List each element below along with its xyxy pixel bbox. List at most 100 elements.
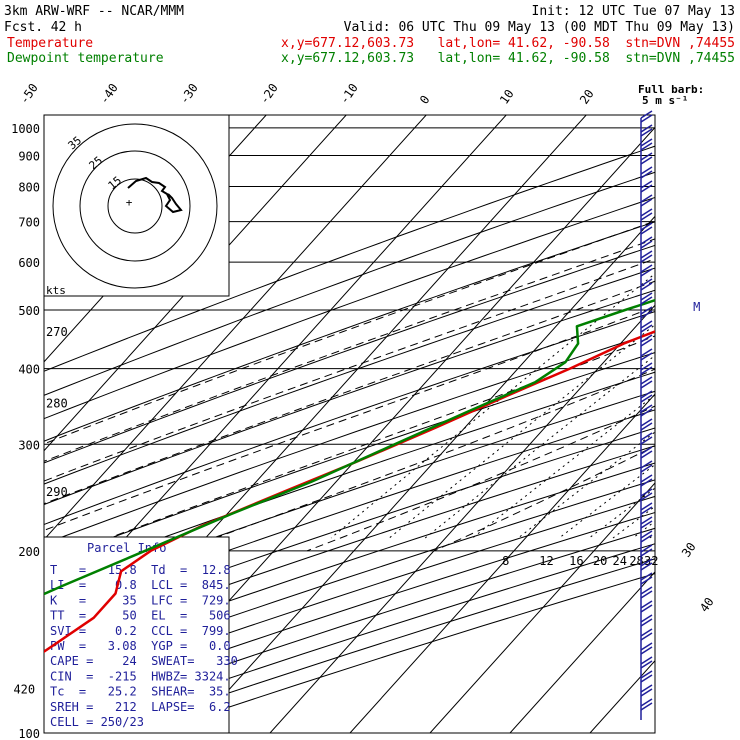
mixing-ratio-label: 24 [613,554,627,568]
dry-adiabat-line [44,371,655,582]
legend-temperature-info: x,y=677.12,603.73 lat,lon= 41.62, -90.58… [281,36,735,51]
mixing-ratio-line [472,394,655,539]
series-line-temperature [44,330,655,654]
level-marker: M [693,300,700,314]
wind-barb [640,138,653,147]
wind-barb [640,236,653,245]
wind-barb [640,628,653,637]
wind-barb [640,618,653,627]
wind-barb [640,614,653,623]
mixing-ratio-line [649,533,655,539]
parcel-info-box: Parcel Info T = 15.8 Td = 12.8LI = 0.8 L… [43,536,238,734]
wind-barb [640,534,653,543]
wind-barb [640,124,653,133]
wind-barb [640,152,653,161]
wind-barb [640,698,653,707]
mixing-ratio-label: 12 [539,554,553,568]
parcel-info-row: CIN = -215 HWBZ= 3324. [50,669,231,683]
wind-barb [640,586,653,595]
wind-barb [640,422,653,431]
moist-adiabat-line [433,445,655,552]
wind-barb [640,114,653,123]
mixing-ratio-line [665,115,740,538]
wind-barb [640,632,653,641]
parcel-info-row: PW = 3.08 YGP = 0.0 [50,639,231,653]
legend-dewpoint-info: x,y=677.12,603.73 lat,lon= 41.62, -90.58… [281,51,735,66]
wind-barb [640,240,653,249]
isotherm-label: -40 [97,81,121,107]
parcel-info-row: LI = 0.8 LCL = 845. [50,578,231,592]
dry-adiabat-line [44,331,655,545]
wind-barb [640,604,653,613]
isotherm-line [349,393,655,733]
wind-barbs [640,110,653,720]
wind-barb [640,404,653,413]
parcel-info-frame [43,536,230,734]
isotherm-line [429,482,655,733]
wind-barb [640,436,653,445]
mixing-ratio-line [388,324,655,539]
pressure-tick-label: 800 [18,180,40,194]
parcel-info-row: K = 35 LFC = 729. [50,593,231,607]
wind-barb [640,390,653,399]
wind-barb [640,562,653,571]
sounding-series [44,298,655,654]
mixing-ratio-label: 28 [629,554,643,568]
wind-barb [640,128,653,137]
dry-adiabat-line [44,427,655,634]
dry-adiabat-line [44,244,655,464]
wind-barb [640,488,653,497]
wind-barb [640,600,653,609]
pressure-tick-label: 300 [18,438,40,452]
isotherm-label: -50 [17,81,41,107]
dry-adiabat-line [44,390,655,600]
wind-barb [640,268,653,277]
wind-barb [640,688,653,697]
wind-barb [640,502,653,511]
mixing-ratio-line [330,273,655,539]
wind-barb [640,394,653,403]
wind-barb [640,180,653,189]
series-line-dewpoint-temperature [44,298,655,596]
wind-barb [640,572,653,581]
moist-adiabat-line [44,280,655,505]
wind-barb [640,226,653,235]
parcel-info-row: T = 15.8 Td = 12.8 [50,563,231,577]
wind-barb [640,450,653,459]
isotherm-line [44,115,507,630]
theta-label: 290 [46,485,68,499]
wind-barb [640,642,653,651]
parcel-info-row: CAPE = 24 SWEAT= 330 [50,654,238,668]
mixing-ratio-line [517,431,655,539]
valid-time: Valid: 06 UTC Thu 09 May 13 (00 MDT Thu … [344,20,735,35]
wind-barb [640,684,653,693]
isotherm-line [0,115,26,733]
wind-barb [640,264,653,273]
wind-barb [640,446,653,455]
moist-adiabat-line [179,368,655,552]
mixing-ratio-label: 8 [502,554,509,568]
parcel-info-rows: T = 15.8 Td = 12.8LI = 0.8 LCL = 845.K =… [50,563,238,729]
wind-barb [640,250,653,259]
isotherm-label: 40 [697,595,717,615]
mixing-ratio-label: 16 [569,554,583,568]
mixing-ratio-label: 32 [644,554,658,568]
wind-barb [640,198,653,207]
mixing-ratio-line [588,487,655,539]
isotherm-label: 30 [679,540,699,560]
wind-barb [640,366,653,375]
wind-barb [640,362,653,371]
wind-barb [640,408,653,417]
wind-barb [640,156,653,165]
wind-barb [640,142,653,151]
hodograph-units: kts [46,284,66,297]
wind-barb [640,278,653,287]
pressure-tick-label: 700 [18,216,40,230]
wind-barb [640,352,653,361]
wind-barb [640,380,653,389]
wind-barb [640,478,653,487]
dry-adiabat-line [44,171,655,396]
wind-barb [640,292,653,301]
wind-barb [640,464,653,473]
